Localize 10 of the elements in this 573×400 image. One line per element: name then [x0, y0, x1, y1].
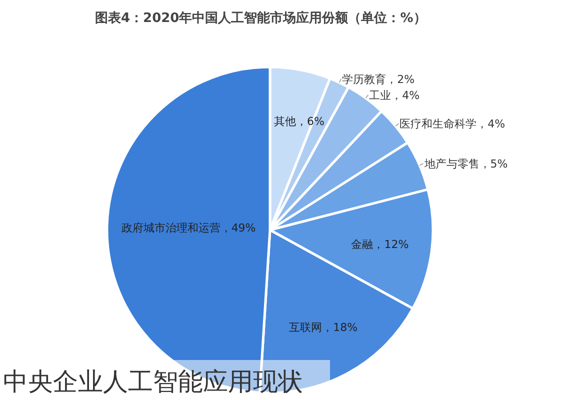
- slice-label: 医疗和生命科学，4%: [400, 118, 506, 131]
- chart-title: 图表4：2020年中国人工智能市场应用份额（单位：%）: [95, 10, 426, 26]
- slice-label: 工业，4%: [369, 88, 420, 102]
- slice-label: 金融，12%: [351, 238, 409, 251]
- slice-label: 政府城市治理和运营，49%: [121, 221, 256, 234]
- slice-label: 学历教育，2%: [342, 72, 415, 86]
- slice-label: 互联网，18%: [289, 321, 358, 334]
- text: 中央企业人工智能应用现状: [3, 367, 303, 396]
- slice-label: 地产与零售，5%: [423, 158, 508, 171]
- slice-label: 其他，6%: [274, 115, 324, 128]
